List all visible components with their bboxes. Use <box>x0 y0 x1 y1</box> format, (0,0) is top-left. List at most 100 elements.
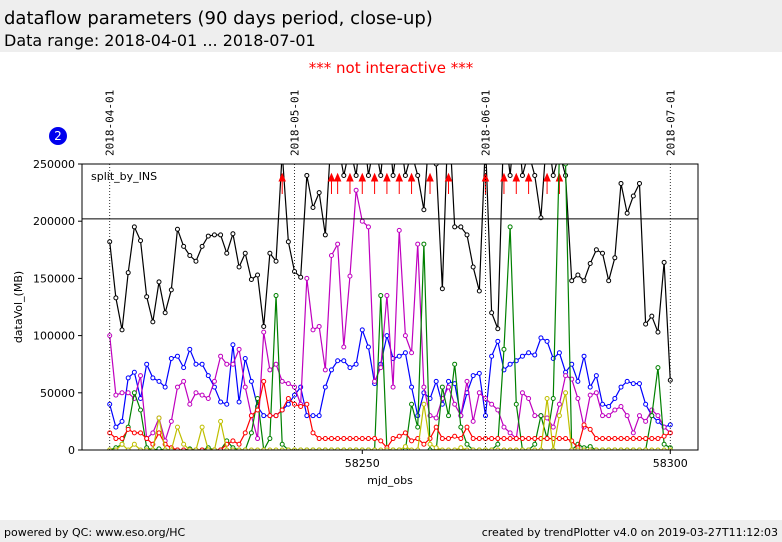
data-point <box>261 323 267 329</box>
data-point <box>464 424 470 430</box>
data-point <box>667 422 673 428</box>
data-point <box>606 278 612 284</box>
data-point <box>513 401 519 407</box>
data-point <box>162 384 168 390</box>
data-point <box>618 180 624 186</box>
data-point <box>556 436 562 442</box>
data-point <box>316 323 322 329</box>
x-tick-label: 58300 <box>653 457 688 470</box>
data-point <box>168 287 174 293</box>
data-point <box>545 128 549 132</box>
data-point <box>373 139 377 143</box>
data-point <box>587 384 593 390</box>
data-point <box>359 218 365 224</box>
data-point <box>322 436 328 442</box>
data-point <box>310 413 316 419</box>
data-point <box>501 346 507 352</box>
data-point <box>378 365 384 371</box>
data-point <box>211 378 217 384</box>
data-point <box>205 396 211 402</box>
data-point <box>587 426 593 432</box>
data-point <box>636 436 642 442</box>
data-point <box>409 384 415 390</box>
data-point <box>519 390 525 396</box>
data-point <box>255 407 261 413</box>
data-point <box>655 365 661 371</box>
data-point <box>187 253 193 259</box>
data-point <box>390 384 396 390</box>
data-point <box>489 353 495 359</box>
data-point <box>624 413 630 419</box>
data-point <box>390 436 396 442</box>
data-point <box>353 361 359 367</box>
data-point <box>285 381 291 387</box>
data-point <box>612 255 618 261</box>
data-point <box>347 365 353 371</box>
data-point <box>316 190 322 196</box>
x-axis-label: mjd_obs <box>367 474 413 487</box>
data-point <box>107 239 113 245</box>
data-point <box>433 415 439 421</box>
data-point <box>636 413 642 419</box>
data-point <box>119 390 125 396</box>
data-point <box>519 436 525 442</box>
data-point <box>310 430 316 436</box>
data-point <box>581 353 587 359</box>
data-point <box>495 326 501 332</box>
data-point <box>446 413 452 419</box>
data-point <box>384 333 390 339</box>
outlier-arrow <box>426 172 434 194</box>
footer-band <box>0 520 782 542</box>
data-point <box>218 418 224 424</box>
y-tick-label: 100000 <box>33 330 75 343</box>
data-point <box>421 207 427 213</box>
data-point <box>526 436 532 442</box>
data-point <box>328 253 334 259</box>
data-point <box>168 418 174 424</box>
data-point <box>322 232 328 238</box>
data-point <box>661 441 667 447</box>
data-point <box>446 384 452 390</box>
data-point <box>390 172 396 178</box>
outlier-arrow <box>555 172 564 194</box>
data-point <box>298 404 304 410</box>
data-point <box>612 407 618 413</box>
data-point <box>218 232 224 238</box>
y-tick-label: 150000 <box>33 272 75 285</box>
data-point <box>476 370 482 376</box>
data-point <box>359 327 365 333</box>
data-point <box>649 436 655 442</box>
data-point <box>649 313 655 319</box>
data-point <box>495 407 501 413</box>
y-axis-label: dataVol_(MB) <box>12 271 25 343</box>
data-point <box>168 355 174 361</box>
data-point <box>489 310 495 316</box>
data-point <box>495 441 501 447</box>
data-point <box>402 333 408 339</box>
data-point <box>150 319 156 325</box>
data-point <box>279 407 285 413</box>
data-point <box>211 232 217 238</box>
data-point <box>593 247 599 253</box>
data-point <box>482 413 488 419</box>
data-point <box>643 436 649 442</box>
data-point <box>230 361 236 367</box>
data-point <box>575 378 581 384</box>
data-point <box>421 384 427 390</box>
badge-circle <box>49 127 67 145</box>
data-point <box>587 392 593 398</box>
data-point <box>439 436 445 442</box>
data-point <box>285 396 291 402</box>
data-point <box>447 105 451 109</box>
data-point <box>119 418 125 424</box>
data-point <box>502 116 506 120</box>
data-point <box>544 338 550 344</box>
data-point <box>347 273 353 279</box>
data-point <box>489 401 495 407</box>
data-point <box>532 436 538 442</box>
data-point <box>458 436 464 442</box>
page-title: dataflow parameters (90 days period, clo… <box>4 8 433 29</box>
data-point <box>230 231 236 237</box>
data-point <box>470 373 476 379</box>
badge-label: 2 <box>54 129 62 143</box>
